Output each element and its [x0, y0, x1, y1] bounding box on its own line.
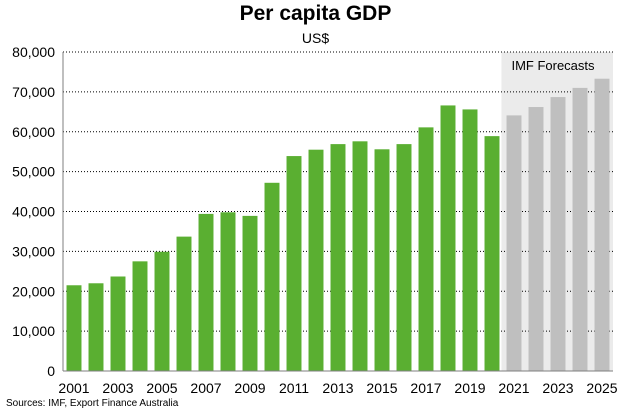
bar-2011: [286, 156, 302, 371]
bar-2018: [440, 105, 456, 372]
bar-2013: [330, 144, 346, 371]
x-tick-label: 2021: [498, 380, 529, 396]
y-tick-label: 70,000: [12, 84, 55, 100]
bar-2012: [308, 149, 324, 371]
bar-2016: [396, 144, 412, 371]
x-tick-label: 2011: [279, 380, 309, 396]
bar-2005: [154, 251, 170, 371]
x-tick-label: 2023: [542, 380, 573, 396]
forecast-label: IMF Forecasts: [511, 58, 595, 73]
y-tick-label: 60,000: [12, 124, 55, 140]
bar-2010: [264, 182, 280, 371]
x-tick-label: 2019: [454, 380, 485, 396]
chart-subtitle: US$: [301, 30, 330, 46]
forecast-bar-2025: [594, 78, 610, 371]
y-tick-label: 0: [47, 363, 55, 379]
forecast-bar-2024: [572, 87, 588, 371]
source-note: Sources: IMF, Export Finance Australia: [6, 398, 179, 409]
x-tick-label: 2007: [190, 380, 221, 396]
x-tick-label: 2025: [586, 380, 617, 396]
bar-2019: [462, 109, 478, 372]
x-tick-label: 2005: [146, 380, 177, 396]
chart-title: Per capita GDP: [239, 2, 392, 25]
bar-2006: [176, 236, 192, 371]
x-tick-label: 2003: [102, 380, 133, 396]
bar-2004: [132, 261, 148, 371]
y-tick-label: 50,000: [12, 164, 55, 180]
bar-2008: [220, 212, 236, 371]
bar-2009: [242, 215, 258, 371]
x-tick-label: 2013: [322, 380, 353, 396]
bar-2020: [484, 136, 500, 371]
bar-2002: [88, 283, 104, 371]
bar-2001: [66, 285, 82, 371]
x-tick-label: 2009: [234, 380, 265, 396]
bar-2003: [110, 276, 126, 371]
forecast-bar-2021: [506, 115, 522, 372]
bar-2017: [418, 127, 434, 372]
y-tick-label: 40,000: [12, 204, 55, 220]
bar-2007: [198, 213, 214, 371]
bar-2014: [352, 141, 368, 371]
x-tick-label: 2017: [410, 380, 441, 396]
x-tick-label: 2015: [366, 380, 397, 396]
y-tick-label: 20,000: [12, 283, 55, 299]
y-tick-label: 10,000: [12, 323, 55, 339]
y-tick-label: 80,000: [12, 44, 55, 60]
forecast-bar-2023: [550, 97, 566, 371]
y-tick-label: 30,000: [12, 243, 55, 259]
forecast-bar-2022: [528, 107, 544, 371]
bar-2015: [374, 149, 390, 371]
x-tick-label: 2001: [58, 380, 89, 396]
